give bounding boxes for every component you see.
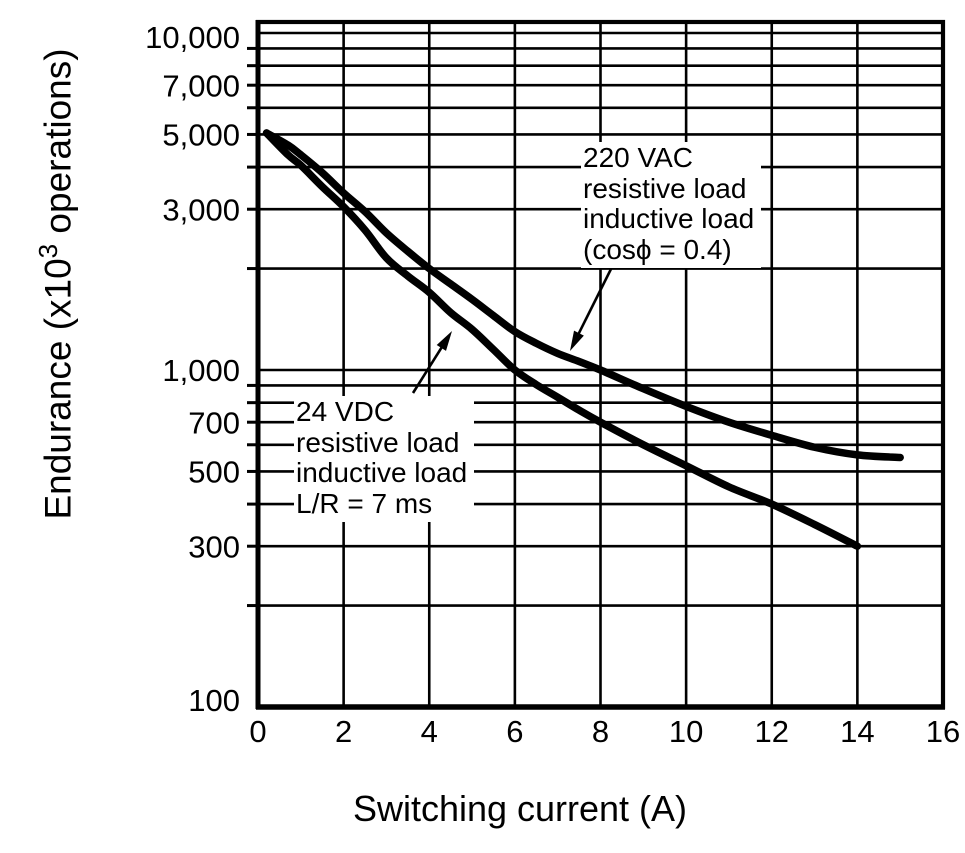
annotation-line: 220 VAC [583,142,693,173]
y-axis-title-text: Endurance (x10 [37,258,79,520]
annotation-line: 24 VDC [296,396,395,427]
x-tick-label-14: 14 [840,714,874,749]
x-tick-label-6: 6 [506,714,523,749]
x-axis-title: Switching current (A) [352,788,688,829]
y-axis-title: Endurance (x103 operations) [24,0,78,585]
x-tick-label-2: 2 [335,714,352,749]
y-tick-label-500: 500 [188,455,240,490]
y-tick-label-5000: 5,000 [162,118,240,153]
y-tick-label-100: 100 [188,683,240,718]
annotation-220vac-leader-arrowhead [570,330,584,351]
y-tick-label-10000: 10,000 [145,20,240,55]
curve-24vdc [262,129,862,550]
annotation-line: (cosϕ = 0.4) [583,233,732,265]
annotation-line: inductive load [583,203,755,234]
annotation-line: L/R = 7 ms [296,487,433,519]
annotation-220vac-leader-line [573,266,614,343]
x-tick-label-10: 10 [669,714,703,749]
y-tick-label-700: 700 [188,405,240,440]
annotation-24vdc: 24 VDC resistive load inductive load L/R… [294,396,475,522]
x-tick-label-12: 12 [755,714,789,749]
annotation-line: resistive load [296,426,460,458]
y-tick-label-300: 300 [188,529,240,564]
annotation-line: resistive load [583,172,747,204]
x-tick-label-8: 8 [592,714,609,749]
y-axis-title-suffix: operations) [37,48,79,244]
y-axis-title-exponent: 3 [33,243,63,259]
y-tick-label-7000: 7,000 [162,68,240,103]
annotation-line: inductive load [296,457,468,488]
curve-220vac [262,129,904,462]
x-tick-label-0: 0 [249,714,266,749]
annotation-24vdc-leader-line [411,338,448,394]
annotation-220vac: 220 VAC resistive load inductive load (c… [581,142,762,268]
y-tick-label-1000: 1,000 [162,353,240,388]
y-tick-label-3000: 3,000 [162,192,240,227]
x-tick-label-16: 16 [926,714,960,749]
annotation-24vdc-leader-arrowhead [436,331,452,351]
x-tick-label-4: 4 [421,714,438,749]
